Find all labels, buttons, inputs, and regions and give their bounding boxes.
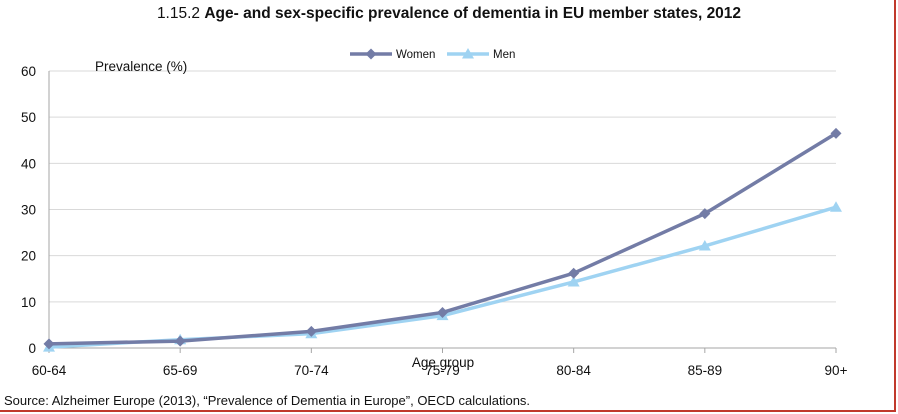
data-point-women xyxy=(437,306,448,318)
y-tick-label: 40 xyxy=(21,156,36,171)
data-point-women xyxy=(699,208,711,220)
legend-marker-men xyxy=(462,48,474,59)
data-point-women xyxy=(305,325,317,337)
data-point-women xyxy=(830,127,842,139)
y-tick-label: 30 xyxy=(21,203,36,218)
data-series xyxy=(43,127,842,352)
chart-title: 1.15.2 Age- and sex-specific prevalence … xyxy=(0,5,898,23)
legend-marker-women xyxy=(365,48,377,60)
y-axis-label: Prevalence (%) xyxy=(95,59,187,74)
y-tick-label: 50 xyxy=(21,110,36,125)
data-point-men xyxy=(698,239,711,251)
x-tick-label: 75-79 xyxy=(425,363,460,378)
series-line-men xyxy=(48,205,837,349)
chart-title-text: Age- and sex-specific prevalence of deme… xyxy=(204,5,742,22)
x-tick-label: 65-69 xyxy=(163,363,198,378)
x-tick-label: 80-84 xyxy=(556,363,591,378)
data-point-women xyxy=(174,335,186,347)
chart-title-number: 1.15.2 xyxy=(156,5,201,22)
legend-label-women: Women xyxy=(396,49,435,61)
y-tick-label: 20 xyxy=(21,249,36,264)
x-axis-label: Age group xyxy=(412,355,474,370)
y-tick-label: 0 xyxy=(28,341,36,356)
x-tick-label: 90+ xyxy=(825,363,848,378)
x-tick-label: 70-74 xyxy=(294,363,329,378)
source-note: Source: Alzheimer Europe (2013), “Preval… xyxy=(4,393,531,408)
legend-label-men: Men xyxy=(493,49,515,61)
gridlines xyxy=(49,70,836,303)
x-tick-label: 60-64 xyxy=(32,363,67,378)
data-point-men xyxy=(567,275,580,287)
x-tick-label: 85-89 xyxy=(688,363,723,378)
axes: 0 10 20 30 40 50 60 60-64 65-69 70-74 75-79 80-84 85… xyxy=(21,64,848,378)
data-point-women xyxy=(43,338,55,350)
data-point-men xyxy=(830,201,842,212)
y-tick-label: 10 xyxy=(21,295,36,310)
data-point-women xyxy=(568,267,580,279)
legend: Women Men xyxy=(350,48,515,61)
y-tick-label: 60 xyxy=(21,64,36,79)
